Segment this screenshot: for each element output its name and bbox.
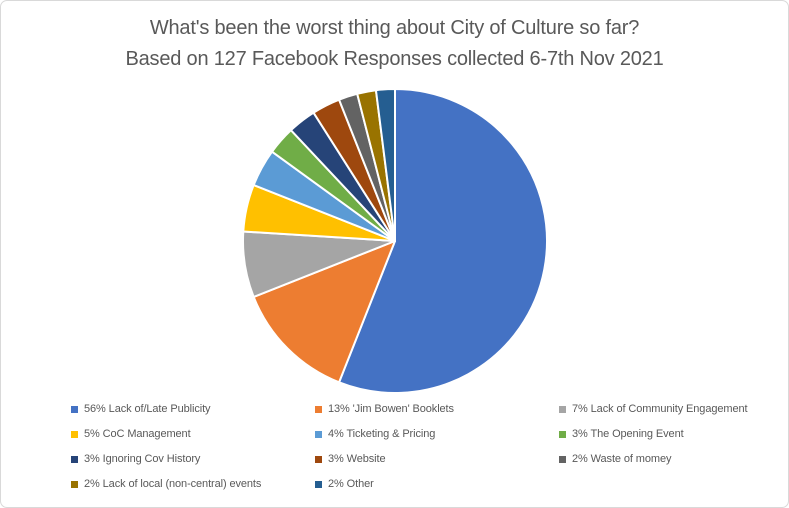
legend-marker (559, 430, 566, 438)
legend-item: 56% Lack of/Late Publicity (71, 402, 315, 416)
chart-title-line1: What's been the worst thing about City o… (149, 17, 640, 39)
pie-slice-2 (252, 240, 396, 384)
legend-marker (315, 455, 322, 463)
legend-marker (71, 480, 78, 488)
legend-item: 3% Website (315, 452, 559, 466)
legend-label: 56% Lack of/Late Publicity (84, 403, 211, 415)
legend-marker (71, 430, 78, 438)
chart-title: What's been the worst thing about City o… (1, 13, 788, 75)
legend-marker (559, 455, 566, 463)
legend-label: 5% CoC Management (84, 428, 191, 440)
legend-marker (559, 405, 566, 413)
legend-label: 7% Lack of Community Engagement (572, 403, 748, 415)
legend-item: 7% Lack of Community Engagement (559, 402, 783, 416)
legend-item: 2% Other (315, 477, 559, 491)
legend-label: 3% Ignoring Cov History (84, 453, 201, 465)
legend-label: 2% Waste of momey (572, 453, 672, 465)
legend-item: 3% Ignoring Cov History (71, 452, 315, 466)
legend-marker (71, 405, 78, 413)
legend-label: 4% Ticketing & Pricing (328, 428, 436, 440)
legend-item: 3% The Opening Event (559, 427, 783, 441)
legend-item: 2% Waste of momey (559, 452, 783, 466)
legend-item: 5% CoC Management (71, 427, 315, 441)
legend-item: 4% Ticketing & Pricing (315, 427, 559, 441)
legend-label: 2% Lack of local (non-central) events (84, 478, 262, 490)
legend-label: 2% Other (328, 478, 374, 490)
legend: 56% Lack of/Late Publicity 13% 'Jim Bowen… (71, 402, 783, 491)
pie-chart (242, 88, 548, 394)
legend-label: 3% Website (328, 453, 386, 465)
legend-marker (315, 480, 322, 488)
pie-slice-1 (338, 88, 548, 394)
legend-marker (71, 455, 78, 463)
legend-marker (315, 405, 322, 413)
chart-title-line2: Based on 127 Facebook Responses collecte… (125, 48, 664, 70)
legend-label: 3% The Opening Event (572, 428, 684, 440)
legend-marker (315, 430, 322, 438)
pie-slice-11 (374, 88, 396, 242)
legend-item: 2% Lack of local (non-central) events (71, 477, 315, 491)
legend-item: 13% 'Jim Bowen' Booklets (315, 402, 559, 416)
legend-label: 13% 'Jim Bowen' Booklets (328, 403, 454, 415)
